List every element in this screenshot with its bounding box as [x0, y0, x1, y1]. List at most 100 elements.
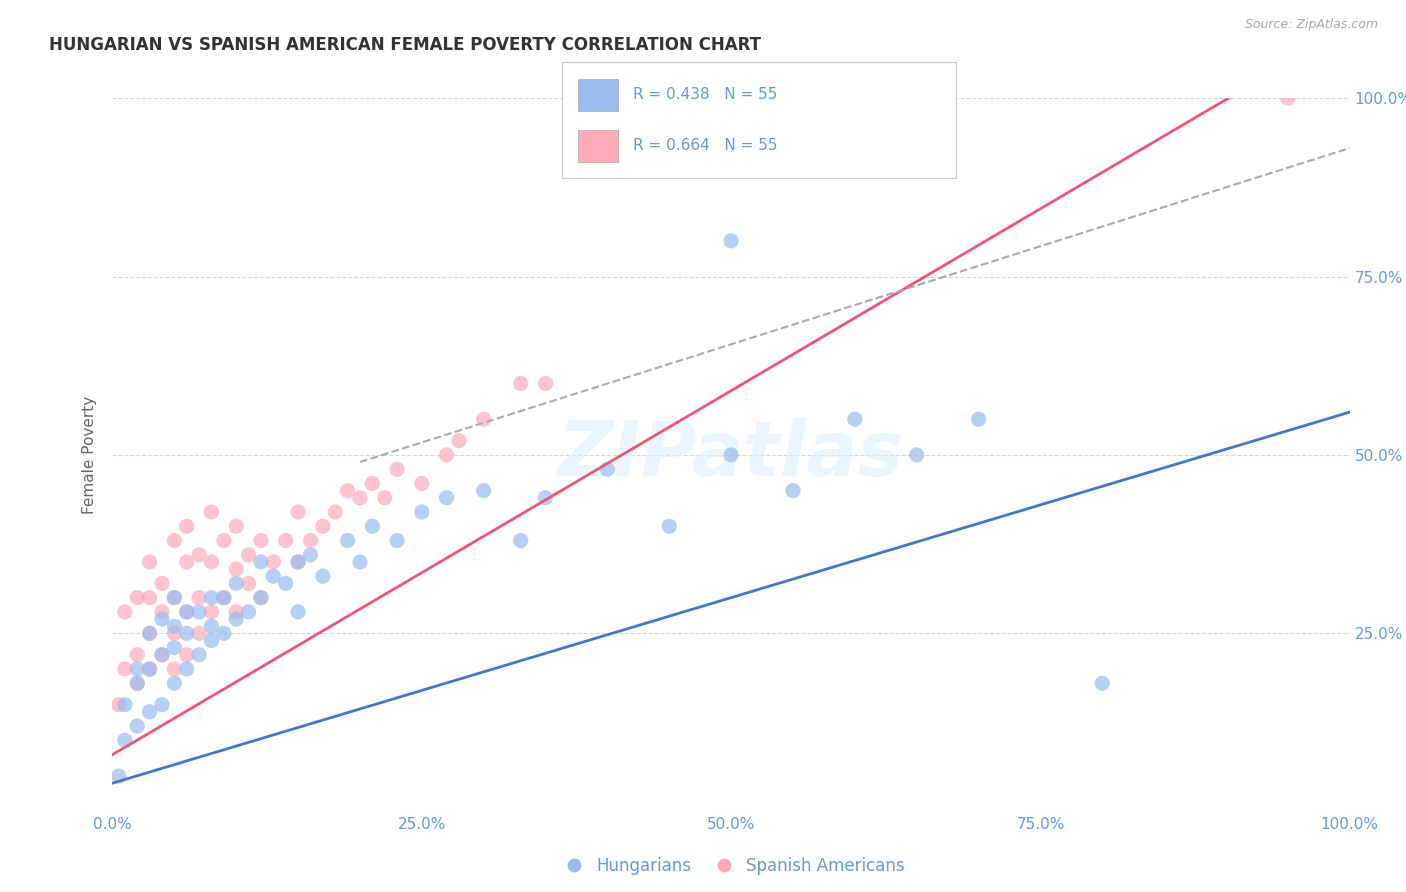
Point — [163, 676, 186, 690]
Point — [312, 519, 335, 533]
Point — [138, 555, 160, 569]
Bar — [578, 78, 617, 112]
Point — [176, 605, 198, 619]
Point — [127, 591, 149, 605]
Point — [509, 376, 531, 391]
Point — [163, 591, 186, 605]
Point — [411, 505, 433, 519]
Point — [138, 591, 160, 605]
Point — [658, 519, 681, 533]
Point — [138, 662, 160, 676]
Point — [107, 698, 129, 712]
Point — [188, 648, 211, 662]
Point — [385, 462, 408, 476]
Point — [844, 412, 866, 426]
Point — [287, 605, 309, 619]
Point — [238, 548, 260, 562]
Point — [361, 519, 384, 533]
Point — [250, 591, 273, 605]
Point — [596, 462, 619, 476]
Point — [1277, 91, 1299, 105]
Point — [138, 705, 160, 719]
Point — [336, 533, 359, 548]
Point — [782, 483, 804, 498]
Point — [212, 626, 235, 640]
Point — [287, 555, 309, 569]
Point — [188, 605, 211, 619]
Point — [138, 662, 160, 676]
Point — [436, 448, 458, 462]
Point — [150, 698, 173, 712]
Point — [287, 555, 309, 569]
Point — [905, 448, 928, 462]
Point — [176, 555, 198, 569]
Point — [150, 648, 173, 662]
Point — [163, 662, 186, 676]
Point — [274, 533, 297, 548]
Point — [212, 591, 235, 605]
Point — [361, 476, 384, 491]
Point — [225, 562, 247, 576]
Point — [127, 719, 149, 733]
Point — [720, 234, 742, 248]
Point — [250, 591, 273, 605]
Text: R = 0.438   N = 55: R = 0.438 N = 55 — [633, 87, 778, 103]
Point — [127, 676, 149, 690]
Point — [299, 533, 322, 548]
Point — [127, 676, 149, 690]
Point — [336, 483, 359, 498]
Point — [107, 769, 129, 783]
Point — [349, 555, 371, 569]
Point — [534, 376, 557, 391]
Point — [299, 548, 322, 562]
Point — [200, 555, 222, 569]
Point — [200, 619, 222, 633]
Point — [312, 569, 335, 583]
Point — [287, 505, 309, 519]
Point — [262, 569, 284, 583]
Point — [472, 483, 495, 498]
Point — [323, 505, 346, 519]
Point — [720, 448, 742, 462]
Bar — [578, 129, 617, 162]
Point — [114, 698, 136, 712]
Point — [200, 591, 222, 605]
Point — [176, 662, 198, 676]
Text: Source: ZipAtlas.com: Source: ZipAtlas.com — [1244, 18, 1378, 31]
Legend: Hungarians, Spanish Americans: Hungarians, Spanish Americans — [551, 851, 911, 882]
Point — [238, 576, 260, 591]
Point — [1091, 676, 1114, 690]
Point — [447, 434, 470, 448]
Point — [127, 648, 149, 662]
Point — [509, 533, 531, 548]
Point — [374, 491, 396, 505]
Point — [262, 555, 284, 569]
Point — [385, 533, 408, 548]
Point — [176, 605, 198, 619]
Point — [967, 412, 990, 426]
Point — [250, 555, 273, 569]
Point — [250, 533, 273, 548]
Point — [436, 491, 458, 505]
Point — [472, 412, 495, 426]
Point — [150, 605, 173, 619]
Point — [176, 626, 198, 640]
Point — [200, 633, 222, 648]
Point — [163, 591, 186, 605]
Point — [225, 576, 247, 591]
Point — [225, 612, 247, 626]
Point — [114, 662, 136, 676]
Point — [150, 612, 173, 626]
Y-axis label: Female Poverty: Female Poverty — [82, 396, 97, 514]
Point — [127, 662, 149, 676]
Point — [225, 605, 247, 619]
Point — [200, 605, 222, 619]
Point — [212, 591, 235, 605]
Point — [274, 576, 297, 591]
Text: R = 0.664   N = 55: R = 0.664 N = 55 — [633, 138, 778, 153]
Point — [349, 491, 371, 505]
Point — [188, 548, 211, 562]
Point — [176, 648, 198, 662]
Text: HUNGARIAN VS SPANISH AMERICAN FEMALE POVERTY CORRELATION CHART: HUNGARIAN VS SPANISH AMERICAN FEMALE POV… — [49, 36, 761, 54]
Point — [114, 605, 136, 619]
